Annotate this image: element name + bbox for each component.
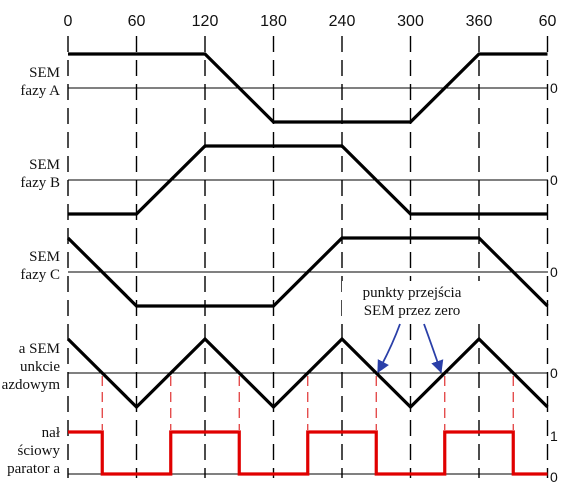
angle-tick-label: 180 (260, 13, 287, 30)
annotation-background (342, 281, 482, 321)
sem-c-row: SEM fazy C 0 (20, 236, 558, 308)
angle-tick-label: 300 (397, 13, 424, 30)
sem-a-trace (68, 52, 548, 124)
comparator-label-line: nał (42, 425, 61, 441)
angle-tick-label: 120 (192, 13, 219, 30)
angle-tick-label: 360 (466, 13, 493, 30)
annotation-text-line: punkty przejścia (363, 285, 462, 301)
comparator-trace (68, 430, 548, 476)
sem-neutral-label-line: unkcie (20, 359, 60, 375)
sem-neutral-trace (66, 336, 549, 410)
sem-a-label-line: SEM (29, 65, 60, 81)
sem-a-zero-label: 0 (550, 80, 558, 96)
sem-a-row: SEM fazy A 0 (20, 52, 558, 124)
sem-b-label-line: fazy B (20, 175, 60, 191)
comparator-high-label: 1 (550, 428, 558, 444)
sem-neutral-row: a SEM unkcie azdowym 0 (2, 336, 558, 410)
sem-neutral-zero-label: 0 (550, 365, 558, 381)
comparator-label-line: ściowy (18, 443, 61, 459)
annotation-text-line: SEM przez zero (364, 303, 461, 319)
waveform-rows: SEM fazy A 0 SEM fazy B 0 SEM fazy C 0 a SEM unkci… (2, 52, 558, 482)
comparator-row: nał ściowy parator a 1 0 (7, 425, 558, 482)
sem-a-label-line: fazy A (20, 83, 60, 99)
zero-crossing-annotation: punkty przejścia SEM przez zero (342, 281, 482, 374)
angle-tick-label: 240 (329, 13, 356, 30)
comparator-label-line: parator a (7, 461, 60, 477)
sem-neutral-label-line: a SEM (19, 341, 60, 357)
comparator-low-label: 0 (550, 469, 558, 482)
angle-tick-label: 60 (128, 13, 146, 30)
angle-tick-label: 60 (539, 13, 557, 30)
sem-c-label-line: SEM (29, 249, 60, 265)
sem-b-zero-label: 0 (550, 172, 558, 188)
sem-b-label-line: SEM (29, 157, 60, 173)
sem-c-zero-label: 0 (550, 264, 558, 280)
angle-gridlines (67, 36, 549, 478)
sem-b-row: SEM fazy B 0 (20, 144, 558, 216)
annotation-arrow-right (423, 323, 444, 374)
angle-axis: 0 60 120 180 240 300 360 60 (64, 13, 557, 30)
sem-c-trace (66, 236, 549, 308)
sem-b-trace (68, 144, 548, 216)
angle-tick-label: 0 (64, 13, 73, 30)
sem-c-label-line: fazy C (20, 267, 60, 283)
zero-crossing-guides (101, 376, 514, 430)
annotation-arrow-left (377, 323, 401, 374)
sem-neutral-label-line: azdowym (2, 377, 61, 393)
